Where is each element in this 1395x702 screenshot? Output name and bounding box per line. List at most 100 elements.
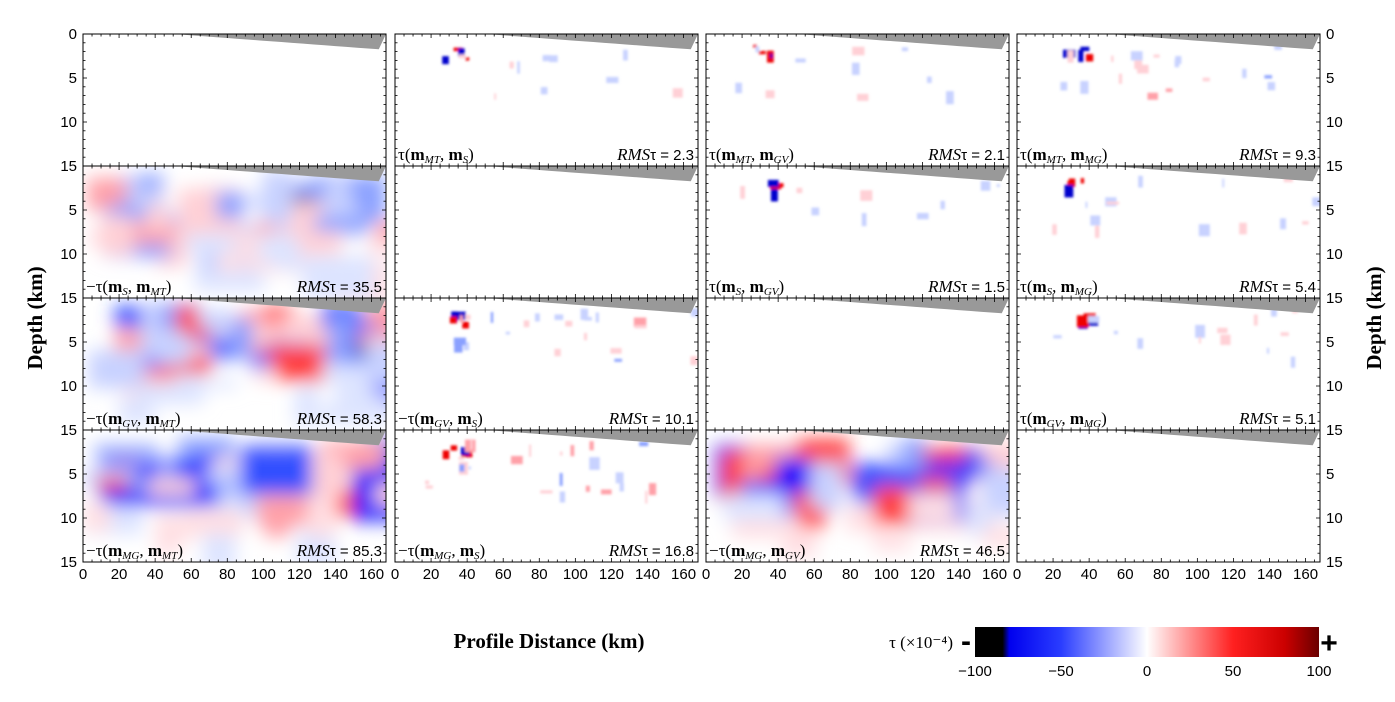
field-cell [505,331,511,335]
panel-label: τ(mGV, mMG) [1020,409,1107,430]
field-cell [600,489,612,495]
panel-background [83,34,386,166]
field-cell [873,486,909,525]
field-cell [554,314,564,320]
field-cell [276,260,331,271]
field-cell [376,221,386,240]
colorbar-tick-label: −50 [1048,663,1073,680]
field-cell [186,233,235,254]
panel-0-1: τ(mMT, mS) RMSτ = 2.3 [394,33,699,167]
field-cell [910,494,957,520]
field-cell [1085,54,1094,62]
panel-background [706,166,1009,298]
field-cell [458,54,466,59]
x-tick-label: 80 [531,566,548,583]
field-cell [1064,184,1074,198]
y-tick-label-left: 0 [69,26,77,43]
field-cell [1271,308,1277,317]
y-tick-label-right: 10 [1326,114,1343,131]
x-tick-label: 160 [982,566,1007,583]
y-tick-label-left: 10 [60,246,77,263]
field-cell [1080,178,1085,184]
x-tick-label: 160 [671,566,696,583]
field-cell [560,451,563,456]
field-cell [595,312,599,323]
field-cell [176,306,198,334]
panel-0-0 [82,33,387,167]
panel-rms: RMSτ = 16.8 [608,541,694,560]
field-cell [231,319,253,360]
panel-field [796,298,1009,314]
colorbar-ramp [975,627,1319,657]
field-cell [465,314,471,320]
field-cell [1085,201,1088,208]
field-cell [1239,222,1247,235]
y-axis-label-left: Depth (km) [23,266,47,369]
panel-field [740,166,1009,227]
panel-field [173,34,386,50]
x-tick-label: 80 [842,566,859,583]
field-cell [1312,197,1320,207]
field-cell [916,212,929,220]
field-cell [1198,224,1210,237]
colorbar: τ (×10⁻⁴) - + −100 −50 0 50 100 [889,625,1338,680]
x-tick-label: 0 [79,566,87,583]
y-tick-label-right: 10 [1326,378,1343,395]
x-tick-label: 20 [111,566,128,583]
field-cell [468,466,471,470]
x-tick-label: 120 [1221,566,1246,583]
field-cell [1280,332,1289,336]
field-cell [1106,201,1120,205]
field-cell [204,468,245,483]
panel-rms: RMSτ = 10.1 [608,409,694,428]
field-cell [100,215,134,256]
field-cell [861,213,867,227]
field-cell [442,56,449,65]
panel-rms: RMSτ = 1.5 [927,277,1005,296]
y-tick-label-left: 5 [69,202,77,219]
topography-wedge [485,166,698,182]
field-cell [723,494,785,521]
field-cell [534,313,540,322]
field-cell [374,484,386,505]
field-cell [559,473,563,486]
field-cell [770,188,778,202]
field-cell [269,345,324,381]
panel-3-3 [1016,429,1321,563]
field-cell [192,456,214,506]
field-cell [454,340,463,353]
field-cell [610,348,622,354]
field-cell [529,444,532,457]
field-cell [982,442,1009,463]
field-cell [583,332,588,341]
field-cell [1080,81,1089,94]
field-cell [465,439,476,453]
y-tick-label-left: 10 [60,378,77,395]
x-tick-label: 100 [251,566,276,583]
field-cell [1242,68,1247,79]
field-cell [1202,77,1210,82]
field-cell [347,263,374,276]
y-tick-label-right: 10 [1326,510,1343,527]
field-cell [1220,334,1231,345]
y-tick-label-left: 15 [60,158,77,175]
y-tick-label-right: 0 [1326,26,1334,43]
field-cell [262,170,293,223]
y-tick-label-left: 5 [69,334,77,351]
panel-field [88,298,386,426]
x-axis-label: Profile Distance (km) [454,629,645,653]
field-cell [240,446,312,495]
panel-rms: RMSτ = 58.3 [296,409,382,428]
field-cell [1274,44,1282,50]
field-cell [450,445,458,451]
x-tick-label: 80 [219,566,236,583]
field-cell [216,192,243,219]
y-tick-label-left: 5 [69,70,77,87]
field-cell [554,348,561,357]
field-cell [796,187,803,194]
field-cell [606,76,619,84]
panel-2-1: −τ(mGV, mS) RMSτ = 10.1 [394,297,699,431]
topography-wedge [485,430,698,446]
field-cell [1067,50,1074,63]
y-tick-label-right: 15 [1326,290,1343,307]
